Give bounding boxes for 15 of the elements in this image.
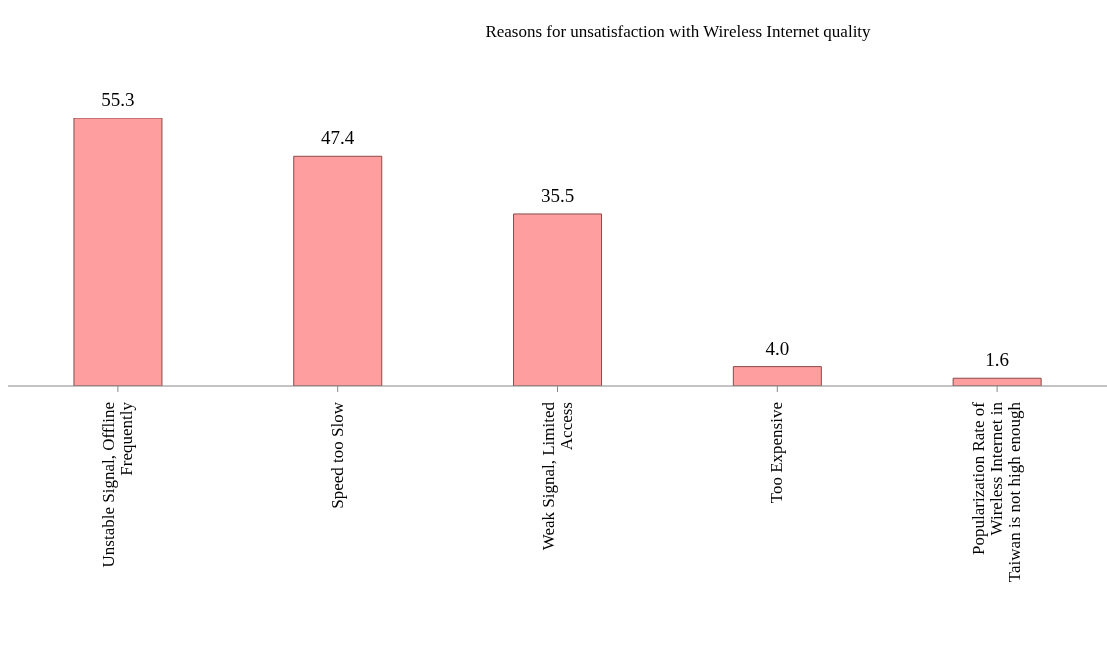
- x-tick-label: Unstable Signal, Offline Frequently: [98, 401, 136, 568]
- bar: [513, 213, 603, 386]
- data-label: 35.5: [540, 184, 575, 206]
- x-tick-label: Popularization Rate of Wireless Internet in Taiwan is not high enough: [969, 401, 1025, 583]
- bar: [73, 118, 163, 386]
- data-label: 4.0: [765, 337, 790, 359]
- data-label: 55.3: [101, 89, 135, 110]
- data-label: 1.6: [985, 349, 1010, 371]
- x-tick-label: Speed too Slow: [327, 401, 347, 509]
- x-tick-label: Too Expensive: [767, 402, 787, 504]
- data-label: 47.4: [321, 127, 355, 149]
- bar: [293, 155, 383, 386]
- bar: [732, 366, 822, 386]
- x-tick-label: Weak Signal, Limited Access: [538, 401, 576, 551]
- chart-title: Reasons for unsatisfaction with Wireless Internet quality: [484, 22, 872, 42]
